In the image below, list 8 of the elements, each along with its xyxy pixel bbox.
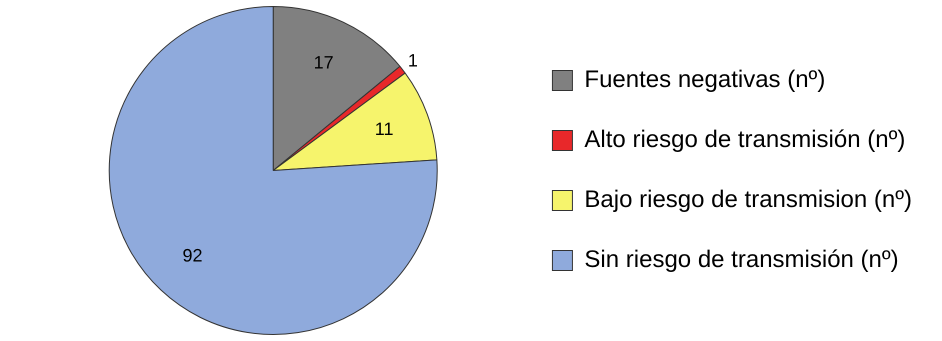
data-label: 17 bbox=[314, 52, 334, 73]
legend-label: Fuentes negativas (nº) bbox=[584, 66, 826, 94]
legend-label: Sin riesgo de transmisión (nº) bbox=[584, 246, 899, 274]
legend-label: Alto riesgo de transmisión (nº) bbox=[584, 126, 906, 154]
data-label: 92 bbox=[182, 246, 202, 266]
data-label: 1 bbox=[408, 50, 418, 71]
legend-label: Bajo riesgo de transmision (nº) bbox=[584, 186, 912, 214]
data-label: 11 bbox=[374, 118, 394, 139]
